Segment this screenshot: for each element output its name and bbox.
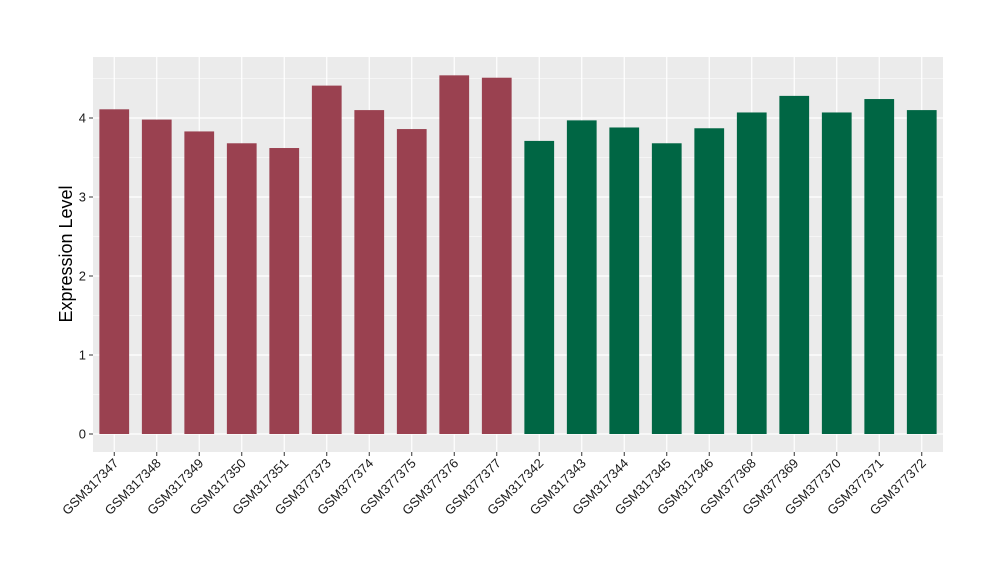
bar-GSM377375 [396, 129, 427, 434]
bar-GSM317344 [609, 127, 640, 434]
bar-GSM377377 [481, 77, 512, 435]
bar-GSM377369 [779, 95, 810, 434]
bar-GSM317347 [99, 109, 130, 434]
bar-GSM317350 [226, 143, 257, 434]
y-axis-title: Expression Level [56, 185, 76, 322]
bar-GSM377368 [736, 112, 767, 434]
bar-GSM377371 [864, 99, 895, 434]
bar-GSM377370 [821, 112, 852, 434]
bar-GSM377372 [906, 110, 937, 434]
bar-GSM377373 [311, 85, 342, 435]
bar-GSM317343 [566, 120, 597, 435]
y-tick-label: 0 [79, 427, 86, 442]
bar-GSM377374 [354, 110, 385, 434]
bar-GSM317351 [269, 148, 300, 434]
x-axis: GSM317347GSM317348GSM317349GSM317350GSM3… [59, 452, 929, 518]
bar-GSM377376 [439, 75, 470, 434]
bar-GSM317349 [184, 131, 215, 434]
bar-GSM317342 [524, 140, 555, 434]
plot-panel [93, 57, 943, 452]
y-tick-label: 4 [79, 111, 86, 126]
y-axis: 0 1 2 3 4 [79, 111, 93, 442]
y-tick-label: 3 [79, 190, 86, 205]
y-tick-label: 2 [79, 269, 86, 284]
bar-GSM317346 [694, 128, 725, 434]
y-tick-label: 1 [79, 348, 86, 363]
bars [99, 75, 937, 435]
bar-GSM317345 [651, 143, 682, 434]
bar-GSM317348 [141, 119, 172, 434]
